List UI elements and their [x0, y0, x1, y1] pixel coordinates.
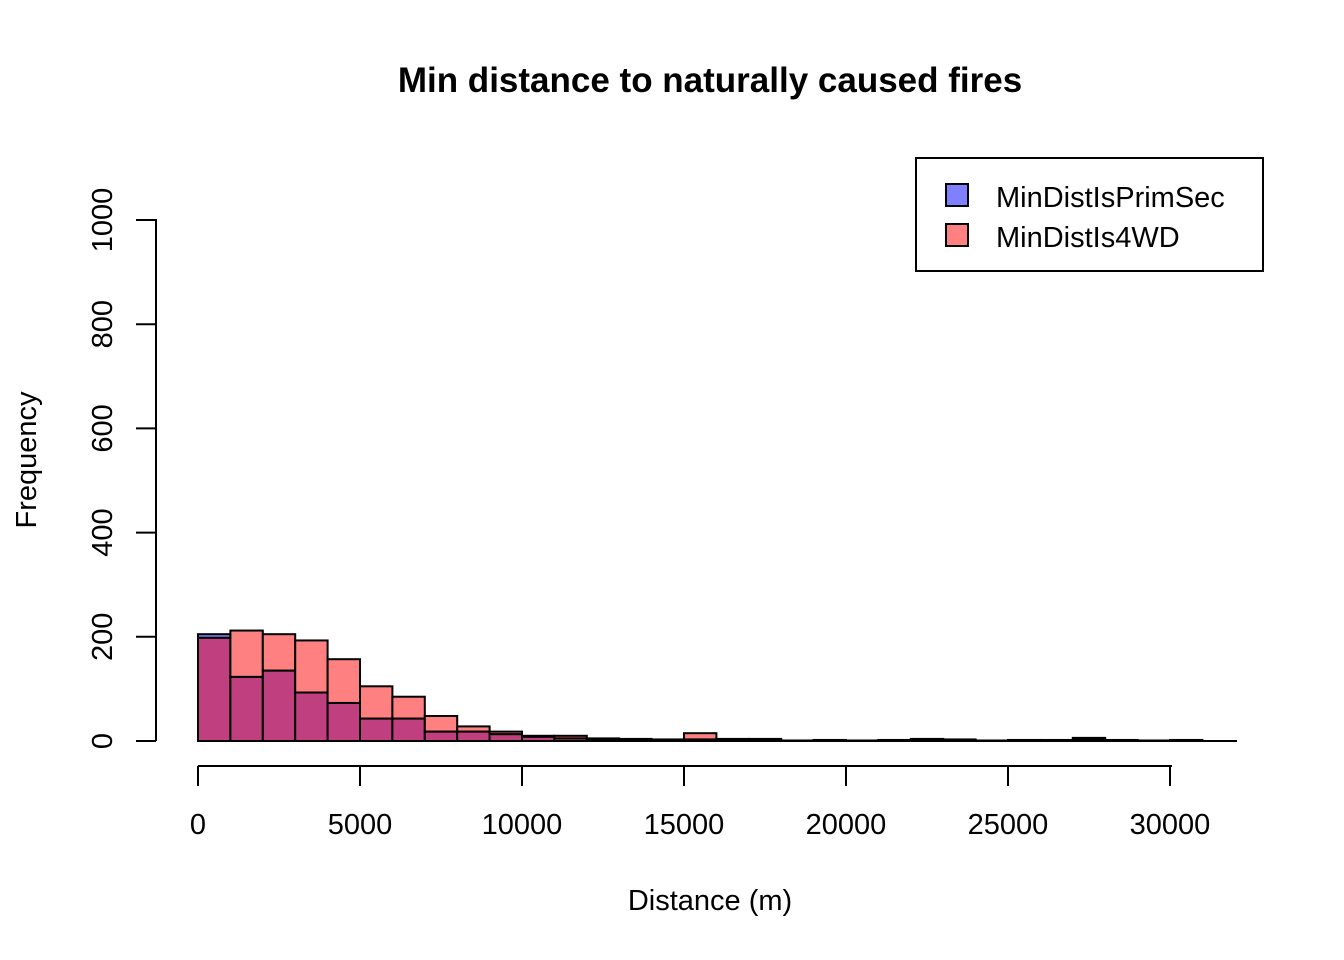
x-tick-label: 30000 [1130, 809, 1211, 841]
bar-overlap [456, 730, 491, 743]
x-axis-label: Distance (m) [628, 885, 792, 917]
legend-swatch-primsec [945, 183, 969, 207]
x-axis-ticks: 0 5000 10000 15000 20000 25000 30000 [190, 766, 1210, 841]
bar-upper [229, 629, 264, 678]
y-axis-ticks: 0 200 400 600 800 1000 [87, 188, 156, 749]
y-tick-label: 600 [87, 404, 119, 452]
y-axis-label: Frequency [11, 391, 43, 529]
bar-overlap [197, 636, 232, 742]
legend: MinDistIsPrimSec MinDistIs4WD [915, 157, 1264, 272]
legend-label-primsec: MinDistIsPrimSec [996, 182, 1225, 214]
chart-title: Min distance to naturally caused fires [398, 61, 1022, 100]
bars-group [197, 629, 1204, 743]
y-tick-label: 1000 [87, 188, 119, 253]
bar-overlap [294, 691, 329, 742]
bar-overlap [423, 730, 459, 743]
legend-label-4wd: MinDistIs4WD [996, 222, 1180, 254]
y-tick-label: 800 [87, 300, 119, 348]
x-tick-label: 15000 [644, 809, 725, 841]
y-tick-label: 200 [87, 613, 119, 661]
bar-upper [294, 639, 329, 694]
x-tick-label: 25000 [968, 809, 1049, 841]
x-tick-label: 5000 [328, 809, 393, 841]
bar-upper [423, 714, 459, 733]
x-tick-label: 0 [190, 809, 206, 841]
bar-overlap [391, 717, 426, 742]
bar-upper [391, 695, 426, 720]
bar-overlap [488, 733, 524, 742]
x-tick-label: 10000 [482, 809, 563, 841]
legend-swatch-4wd [945, 223, 969, 247]
bar-upper [261, 633, 297, 672]
bar-overlap [359, 717, 394, 742]
x-tick-label: 20000 [806, 809, 887, 841]
bar-overlap [229, 675, 264, 742]
bar-upper [359, 685, 394, 720]
y-tick-label: 0 [87, 733, 119, 749]
y-tick-label: 400 [87, 508, 119, 556]
bar-overlap [326, 701, 362, 742]
legend-box [915, 157, 1264, 272]
bar-upper [326, 658, 362, 704]
bar-overlap [261, 669, 297, 742]
